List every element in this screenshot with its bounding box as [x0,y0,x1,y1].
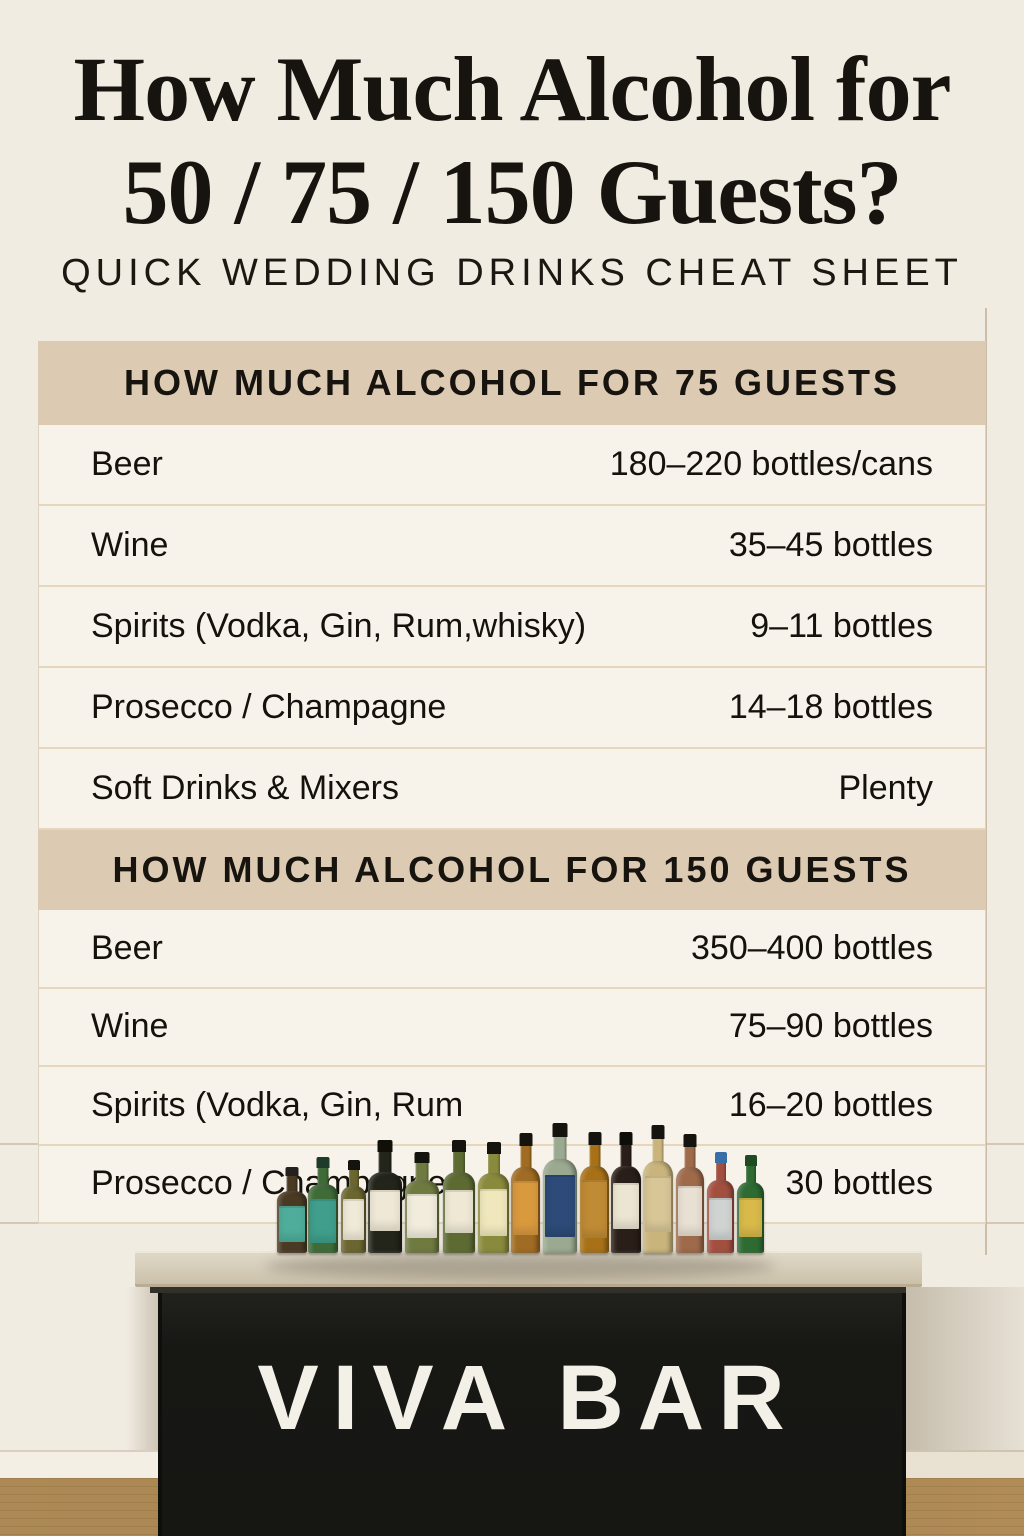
row-quantity: 180–220 bottles/cans [609,445,933,483]
table-row: Wine 75–90 bottles [39,989,985,1067]
table-row: Prosecco / Champagne 14–18 bottles [39,668,985,749]
counter-shadow-gap [150,1287,906,1293]
page-subtitle: QUICK WEDDING DRINKS CHEAT SHEET [61,252,963,294]
title-line-1: How Much Alcohol for [73,38,952,140]
section-rows-75-guests: Beer 180–220 bottles/cans Wine 35–45 bot… [38,425,986,830]
row-quantity: 14–18 bottles [728,688,933,726]
table-row: Beer 180–220 bottles/cans [39,425,985,506]
row-quantity: 9–11 bottles [750,607,933,645]
wall-shadow [126,1287,158,1450]
row-item-label: Spirits (Vodka, Gin, Rum [91,1085,464,1124]
row-quantity: 75–90 bottles [728,1007,933,1046]
table-row: Spirits (Vodka, Gin, Rum 16–20 bottles [39,1067,985,1146]
page-title: How Much Alcohol for 50 / 75 / 150 Guest… [0,38,1024,244]
bar-sign-text: VIVA BAR [257,1347,799,1449]
table-row: Prosecco / Champagne 30 bottles [39,1146,985,1224]
wall-shadow [897,1287,1024,1450]
section-header-75-guests: HOW MUCH ALCOHOL FOR 75 GUESTS [38,341,986,425]
row-quantity: 30 bottles [785,1164,933,1203]
row-quantity: 35–45 bottles [728,526,933,564]
table-row: Beer 350–400 bottles [39,910,985,989]
section-header-150-guests: HOW MUCH ALCOHOL FOR 150 GUESTS [38,830,986,910]
row-item-label: Beer [91,928,163,967]
table-row: Soft Drinks & Mixers Plenty [39,749,985,830]
row-item-label: Soft Drinks & Mixers [91,769,399,807]
cheat-sheet-table: HOW MUCH ALCOHOL FOR 75 GUESTS Beer 180–… [38,341,986,1224]
row-quantity: 16–20 bottles [728,1085,933,1124]
row-item-label: Prosecco / Champagne [91,1164,447,1203]
row-quantity: 350–400 bottles [691,928,933,967]
section-rows-150-guests: Beer 350–400 bottles Wine 75–90 bottles … [38,910,986,1224]
row-item-label: Prosecco / Champagne [91,688,447,726]
row-quantity: Plenty [838,769,934,807]
baseboard [0,1450,158,1480]
bar-front-panel [158,1293,906,1536]
wood-floor [0,1478,1024,1536]
bottle-reflection [265,1253,775,1279]
row-item-label: Wine [91,526,169,564]
wall-corner-line [985,308,987,1255]
baseboard [897,1450,1024,1480]
title-line-2: 50 / 75 / 150 Guests? [122,141,903,244]
row-item-label: Spirits (Vodka, Gin, Rum,whisky) [91,607,587,645]
table-row: Wine 35–45 bottles [39,506,985,587]
row-item-label: Beer [91,445,163,483]
row-item-label: Wine [91,1007,169,1046]
bar-countertop [135,1251,922,1284]
table-row: Spirits (Vodka, Gin, Rum,whisky) 9–11 bo… [39,587,985,668]
